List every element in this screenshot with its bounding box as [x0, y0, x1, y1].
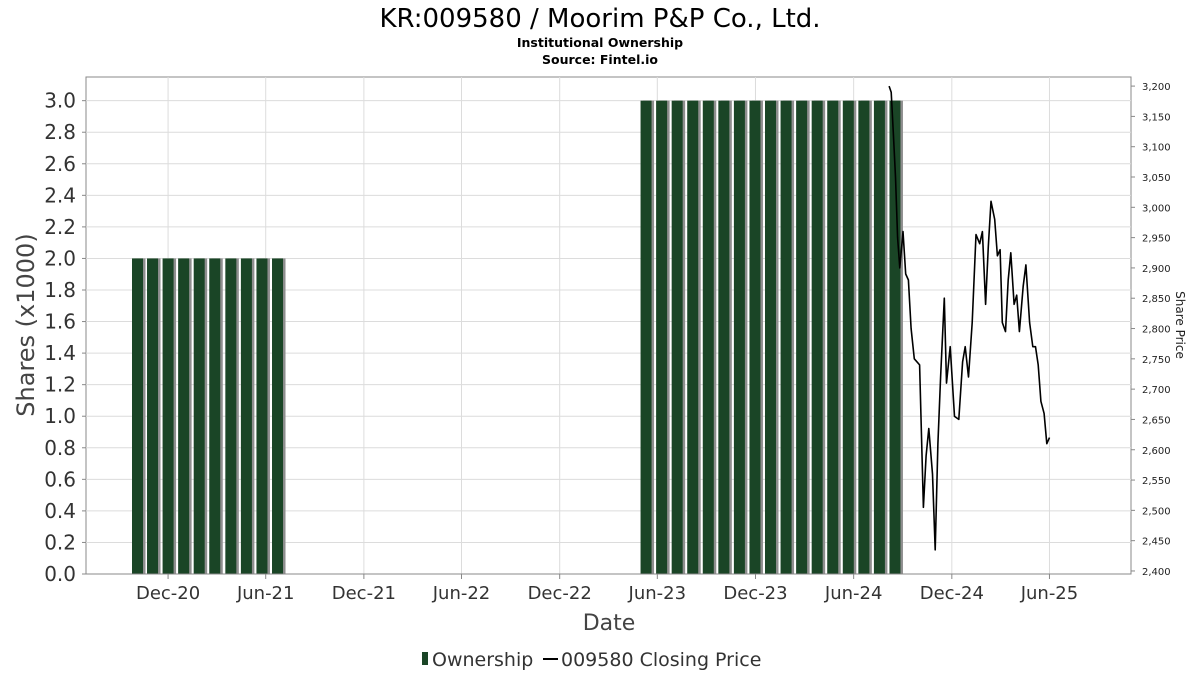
ownership-bar-7	[240, 258, 252, 574]
legend-label-ownership: Ownership	[432, 649, 533, 671]
right-tick-label-4: 2,600	[1142, 446, 1171, 457]
legend-label-price: 009580 Closing Price	[561, 649, 761, 671]
right-tick-label-12: 3,000	[1142, 203, 1171, 214]
right-tick-label-16: 3,200	[1142, 82, 1171, 93]
ownership-bar-18	[765, 100, 777, 575]
x-tick-label-4: Dec-22	[528, 583, 592, 604]
left-tick-label-7: 1.4	[44, 341, 76, 365]
x-tick-label-7: Jun-24	[824, 583, 883, 604]
ownership-bar-1	[147, 258, 159, 574]
ownership-bar-21	[811, 100, 823, 575]
left-tick-label-8: 1.6	[44, 310, 76, 334]
left-tick-label-11: 2.2	[44, 215, 76, 239]
right-tick-label-7: 2,750	[1142, 355, 1171, 366]
right-tick-label-5: 2,650	[1142, 415, 1171, 426]
price-line-layer	[888, 85, 1051, 551]
chart-title: KR:009580 / Moorim P&P Co., Ltd.	[379, 4, 820, 34]
left-tick-label-5: 1.0	[44, 404, 76, 428]
ownership-bar-2	[162, 258, 174, 574]
left-tick-label-2: 0.4	[44, 499, 76, 523]
ownership-bar-13	[687, 100, 699, 575]
right-tick-label-8: 2,800	[1142, 325, 1171, 336]
y-axis-label: Shares (x1000)	[12, 233, 40, 416]
ownership-bar-0	[131, 258, 143, 574]
left-tick-label-6: 1.2	[44, 373, 76, 397]
x-tick-label-1: Jun-21	[236, 583, 295, 604]
legend: Ownership 009580 Closing Price	[422, 649, 761, 671]
x-tick-label-9: Jun-25	[1020, 583, 1079, 604]
left-tick-label-0: 0.0	[44, 562, 76, 586]
ownership-bar-19	[780, 100, 792, 575]
x-axis-ticks: Dec-20 Jun-21 Dec-21 Jun-22 Dec-22 Jun-23 Dec-…	[136, 574, 1078, 604]
x-tick-label-6: Dec-23	[723, 583, 787, 604]
x-axis-label: Date	[583, 611, 636, 636]
chart-subtitle-ownership: Institutional Ownership	[517, 35, 683, 50]
left-tick-label-13: 2.6	[44, 152, 76, 176]
x-tick-label-3: Jun-22	[432, 583, 491, 604]
ownership-bar-5	[209, 258, 221, 574]
x-tick-label-5: Jun-23	[628, 583, 687, 604]
left-tick-label-10: 2.0	[44, 246, 76, 270]
left-tick-label-3: 0.6	[44, 467, 76, 491]
ownership-bar-10	[640, 100, 652, 575]
chart-subtitle-source: Source: Fintel.io	[542, 52, 658, 67]
ownership-bar-4	[193, 258, 205, 574]
ownership-bar-14	[702, 100, 714, 575]
left-axis-ticks: 0.0 0.2 0.4 0.6 0.8 1.0 1.2 1.4 1.6 1.8 2.0 2.2 2.4 2…	[44, 89, 86, 586]
right-tick-label-2: 2,500	[1142, 506, 1171, 517]
right-tick-label-1: 2,450	[1142, 537, 1171, 548]
left-tick-label-15: 3.0	[44, 89, 76, 113]
ownership-bar-23	[842, 100, 854, 575]
left-tick-label-1: 0.2	[44, 530, 76, 554]
ownership-bar-20	[796, 100, 808, 575]
left-tick-label-4: 0.8	[44, 436, 76, 460]
x-tick-label-0: Dec-20	[136, 583, 200, 604]
right-tick-label-14: 3,100	[1142, 143, 1171, 154]
ownership-bar-12	[671, 100, 683, 575]
ownership-bar-17	[749, 100, 761, 575]
right-tick-label-15: 3,150	[1142, 112, 1171, 123]
right-axis-ticks: 2,400 2,450 2,500 2,550 2,600 2,650 2,700 2,750…	[1131, 82, 1171, 578]
ownership-bars	[131, 100, 903, 575]
x-tick-label-8: Dec-24	[920, 583, 984, 604]
right-tick-label-6: 2,700	[1142, 385, 1171, 396]
right-tick-label-10: 2,900	[1142, 264, 1171, 275]
ownership-bar-8	[256, 258, 268, 574]
right-tick-label-13: 3,050	[1142, 173, 1171, 184]
ownership-bar-9	[272, 258, 284, 574]
x-tick-label-2: Dec-21	[332, 583, 396, 604]
ownership-bar-26	[889, 100, 901, 575]
price-line	[888, 85, 1051, 551]
ownership-bar-24	[858, 100, 870, 575]
ownership-bar-3	[178, 258, 190, 574]
right-tick-label-9: 2,850	[1142, 294, 1171, 305]
right-tick-label-11: 2,950	[1142, 234, 1171, 245]
right-axis-label: Share Price	[1173, 291, 1187, 359]
ownership-bar-11	[656, 100, 668, 575]
right-tick-label-3: 2,550	[1142, 476, 1171, 487]
right-tick-label-0: 2,400	[1142, 567, 1171, 578]
legend-swatch-ownership	[422, 652, 428, 665]
left-tick-label-12: 2.4	[44, 183, 76, 207]
ownership-bar-16	[733, 100, 745, 575]
left-tick-label-14: 2.8	[44, 120, 76, 144]
ownership-bar-6	[225, 258, 237, 574]
left-tick-label-9: 1.8	[44, 278, 76, 302]
ownership-bar-25	[873, 100, 885, 575]
ownership-bar-22	[827, 100, 839, 575]
ownership-bar-15	[718, 100, 730, 575]
